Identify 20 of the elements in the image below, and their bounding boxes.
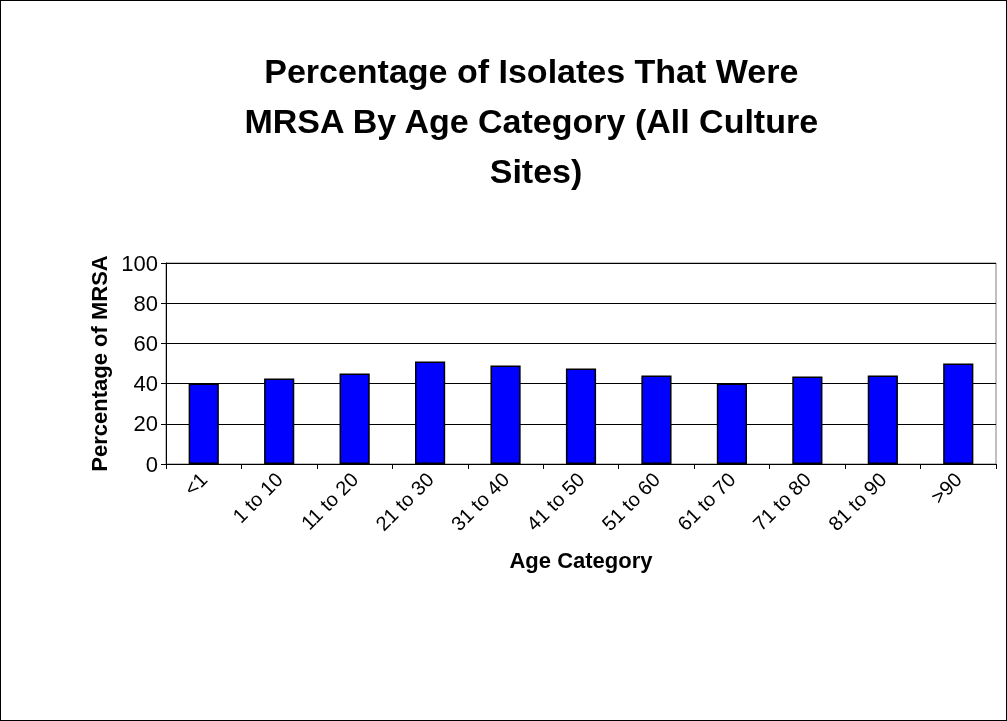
x-tick-label: 31 to 40 bbox=[446, 468, 514, 535]
x-tick-label: 1 to 10 bbox=[228, 468, 287, 527]
y-tick-label: 100 bbox=[121, 250, 158, 276]
y-axis-title: Percentage of MRSA bbox=[86, 255, 112, 472]
x-tick-label: 11 to 20 bbox=[296, 468, 363, 534]
x-tick-label: 41 to 50 bbox=[522, 468, 589, 535]
y-tick-label: 60 bbox=[133, 330, 158, 356]
x-tick-label: 51 to 60 bbox=[597, 468, 665, 535]
x-tick-label: 21 to 30 bbox=[371, 468, 438, 535]
x-tick-label: >90 bbox=[926, 468, 967, 508]
x-tick-label: 81 to 90 bbox=[823, 468, 891, 535]
chart-title: Percentage of Isolates That Were MRSA By Age Category (All Culture Sites) bbox=[244, 52, 828, 190]
y-tick-label: 40 bbox=[133, 371, 158, 397]
y-tick-label: 0 bbox=[145, 451, 158, 477]
y-tick-label: 80 bbox=[133, 290, 158, 316]
x-tick-label: <1 bbox=[179, 468, 212, 500]
x-tick-label: 61 to 70 bbox=[673, 468, 740, 535]
x-tick-label: 71 to 80 bbox=[748, 468, 816, 535]
y-tick-label: 20 bbox=[133, 411, 158, 437]
x-axis-title: Age Category bbox=[509, 547, 654, 573]
